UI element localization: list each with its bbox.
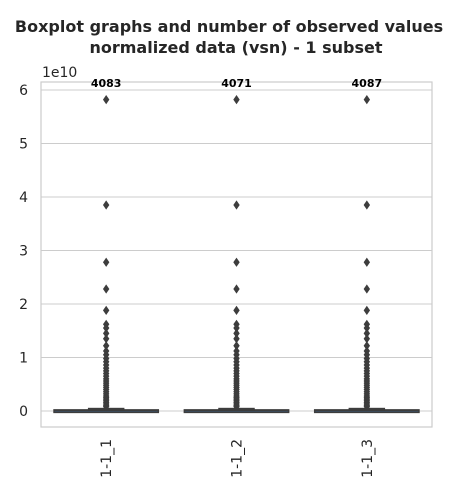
outliers — [363, 95, 371, 412]
outlier-point — [233, 341, 240, 351]
outlier-point — [102, 305, 110, 315]
chart-subtitle: normalized data (vsn) - 1 subset — [89, 38, 382, 57]
y-tick-label: 2 — [19, 297, 28, 313]
outlier-point — [233, 95, 240, 105]
y-tick-label: 4 — [19, 190, 28, 206]
y-tick-label: 3 — [19, 243, 28, 259]
count-labels: 4083 4071 4087 — [91, 77, 382, 90]
outlier-point — [102, 323, 110, 333]
count-label: 4083 — [91, 77, 122, 90]
outlier-point — [233, 328, 240, 338]
outlier-point — [102, 402, 110, 412]
y-tick-label: 5 — [19, 137, 28, 153]
outlier-point — [363, 328, 371, 338]
outlier-point — [363, 257, 371, 267]
outliers — [102, 95, 110, 412]
y-axis-offset-label: 1e10 — [42, 65, 77, 81]
outlier-point — [363, 402, 371, 412]
outlier-point — [102, 95, 110, 105]
count-label: 4087 — [352, 77, 383, 90]
count-label: 4071 — [221, 77, 252, 90]
outlier-point — [363, 95, 371, 105]
y-tick-label: 6 — [19, 83, 28, 99]
boxes — [53, 95, 420, 414]
outlier-point — [102, 284, 110, 294]
plot-frame — [40, 81, 433, 428]
chart-title: Boxplot graphs and number of observed va… — [15, 17, 443, 36]
outlier-point — [233, 402, 240, 412]
outlier-point — [363, 305, 371, 315]
box-1-1_1 — [53, 95, 160, 414]
x-axis-ticks: 1-1_1 1-1_2 1-1_3 — [99, 439, 376, 478]
outlier-point — [363, 334, 371, 344]
outlier-point — [102, 341, 110, 351]
outlier-point — [233, 257, 240, 267]
x-tick-label: 1-1_1 — [99, 439, 115, 478]
outlier-point — [102, 328, 110, 338]
x-tick-label: 1-1_3 — [360, 439, 376, 478]
outlier-point — [233, 323, 240, 333]
outlier-point — [102, 257, 110, 267]
y-axis-ticks: 0 1 2 3 4 5 6 — [19, 83, 28, 420]
x-tick-label: 1-1_2 — [230, 439, 246, 478]
box-1-1_3 — [313, 95, 420, 414]
outlier-point — [233, 200, 240, 210]
y-tick-label: 0 — [19, 404, 28, 420]
outliers — [233, 95, 240, 412]
outlier-point — [233, 305, 240, 315]
outlier-point — [363, 284, 371, 294]
outlier-point — [102, 200, 110, 210]
outlier-point — [363, 323, 371, 333]
outlier-point — [102, 334, 110, 344]
y-tick-label: 1 — [19, 350, 28, 366]
outlier-point — [363, 200, 371, 210]
outlier-point — [233, 284, 240, 294]
box-1-1_2 — [183, 95, 290, 414]
outlier-point — [233, 334, 240, 344]
outlier-point — [363, 341, 371, 351]
